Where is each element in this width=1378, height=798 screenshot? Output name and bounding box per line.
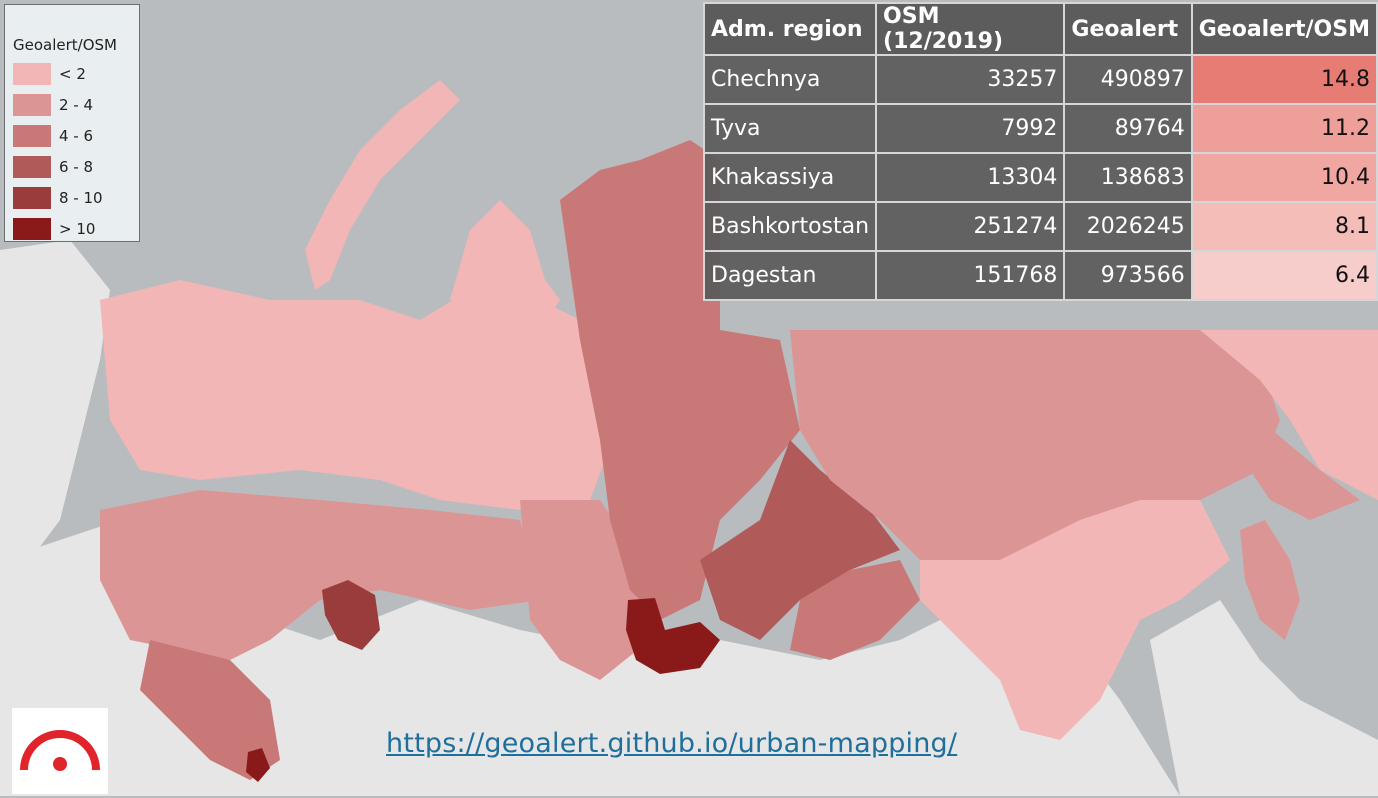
table-header-row: Adm. region OSM (12/2019) Geoalert Geoal… <box>702 2 1378 56</box>
legend-label: > 10 <box>59 220 96 238</box>
legend-swatch <box>13 125 51 147</box>
header-geoalert: Geoalert <box>1063 2 1193 56</box>
cell-region: Khakassiya <box>702 152 878 203</box>
legend-swatch <box>13 63 51 85</box>
legend-label: 2 - 4 <box>59 96 94 114</box>
legend-item: 4 - 6 <box>13 125 93 147</box>
cell-geoalert: 89764 <box>1063 103 1193 154</box>
region-yamal <box>450 200 560 330</box>
legend-swatch <box>13 94 51 116</box>
header-osm: OSM (12/2019) <box>875 2 1066 56</box>
land-korea-japan <box>1150 600 1378 796</box>
region-central-russia <box>100 490 540 660</box>
cell-osm: 251274 <box>875 201 1066 252</box>
legend-label: 6 - 8 <box>59 158 94 176</box>
legend-item: > 10 <box>13 218 95 240</box>
legend-item: 6 - 8 <box>13 156 93 178</box>
legend-item: 2 - 4 <box>13 94 93 116</box>
legend-swatch <box>13 187 51 209</box>
cell-osm: 33257 <box>875 54 1066 105</box>
region-european-russia <box>100 280 620 510</box>
land-scandinavia <box>0 240 110 570</box>
cell-ratio: 6.4 <box>1190 250 1378 301</box>
cell-geoalert: 2026245 <box>1063 201 1193 252</box>
header-ratio: Geoalert/OSM <box>1190 2 1378 56</box>
region-far-east <box>920 500 1230 740</box>
legend-title: Geoalert/OSM <box>13 36 117 54</box>
region-novaya-zemlya <box>305 80 460 290</box>
region-south-russia <box>140 640 280 780</box>
table-row: Dagestan 151768 973566 6.4 <box>702 250 1378 301</box>
region-buryatia <box>790 560 920 660</box>
region-magadan <box>1250 420 1360 520</box>
urban-mapping-link[interactable]: https://geoalert.github.io/urban-mapping… <box>386 728 958 759</box>
cell-ratio: 8.1 <box>1190 201 1378 252</box>
region-north-east <box>1200 330 1378 500</box>
region-krasnoyarsk <box>560 140 800 620</box>
legend-label: 4 - 6 <box>59 127 94 145</box>
cell-ratio: 10.4 <box>1190 152 1378 203</box>
legend-label: < 2 <box>59 65 86 83</box>
geoalert-logo-icon <box>20 730 100 771</box>
cell-region: Chechnya <box>702 54 878 105</box>
header-region: Adm. region <box>702 2 878 56</box>
cell-region: Dagestan <box>702 250 878 301</box>
legend-item: 8 - 10 <box>13 187 103 209</box>
legend-swatch <box>13 218 51 240</box>
region-stats-table: Adm. region OSM (12/2019) Geoalert Geoal… <box>702 2 1378 301</box>
table-row: Bashkortostan 251274 2026245 8.1 <box>702 201 1378 252</box>
cell-ratio: 14.8 <box>1190 54 1378 105</box>
cell-region: Tyva <box>702 103 878 154</box>
region-chechnya-dagestan <box>246 748 270 782</box>
region-tyva-khakassiya <box>626 598 720 674</box>
legend: Geoalert/OSM < 2 2 - 4 4 - 6 6 - 8 8 - 10 > 1… <box>4 4 140 242</box>
geoalert-logo <box>12 708 108 794</box>
region-bashkortostan <box>322 580 380 650</box>
legend-swatch <box>13 156 51 178</box>
table-row: Khakassiya 13304 138683 10.4 <box>702 152 1378 203</box>
cell-osm: 13304 <box>875 152 1066 203</box>
legend-item: < 2 <box>13 63 86 85</box>
cell-region: Bashkortostan <box>702 201 878 252</box>
region-sakhalin <box>1240 520 1300 640</box>
table-row: Tyva 7992 89764 11.2 <box>702 103 1378 154</box>
cell-geoalert: 973566 <box>1063 250 1193 301</box>
region-irkutsk <box>700 440 900 640</box>
cell-ratio: 11.2 <box>1190 103 1378 154</box>
cell-geoalert: 490897 <box>1063 54 1193 105</box>
cell-geoalert: 138683 <box>1063 152 1193 203</box>
cell-osm: 151768 <box>875 250 1066 301</box>
table-row: Chechnya 33257 490897 14.8 <box>702 54 1378 105</box>
cell-osm: 7992 <box>875 103 1066 154</box>
legend-label: 8 - 10 <box>59 189 103 207</box>
